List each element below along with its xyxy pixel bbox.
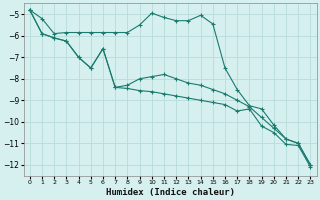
X-axis label: Humidex (Indice chaleur): Humidex (Indice chaleur) [106,188,235,197]
